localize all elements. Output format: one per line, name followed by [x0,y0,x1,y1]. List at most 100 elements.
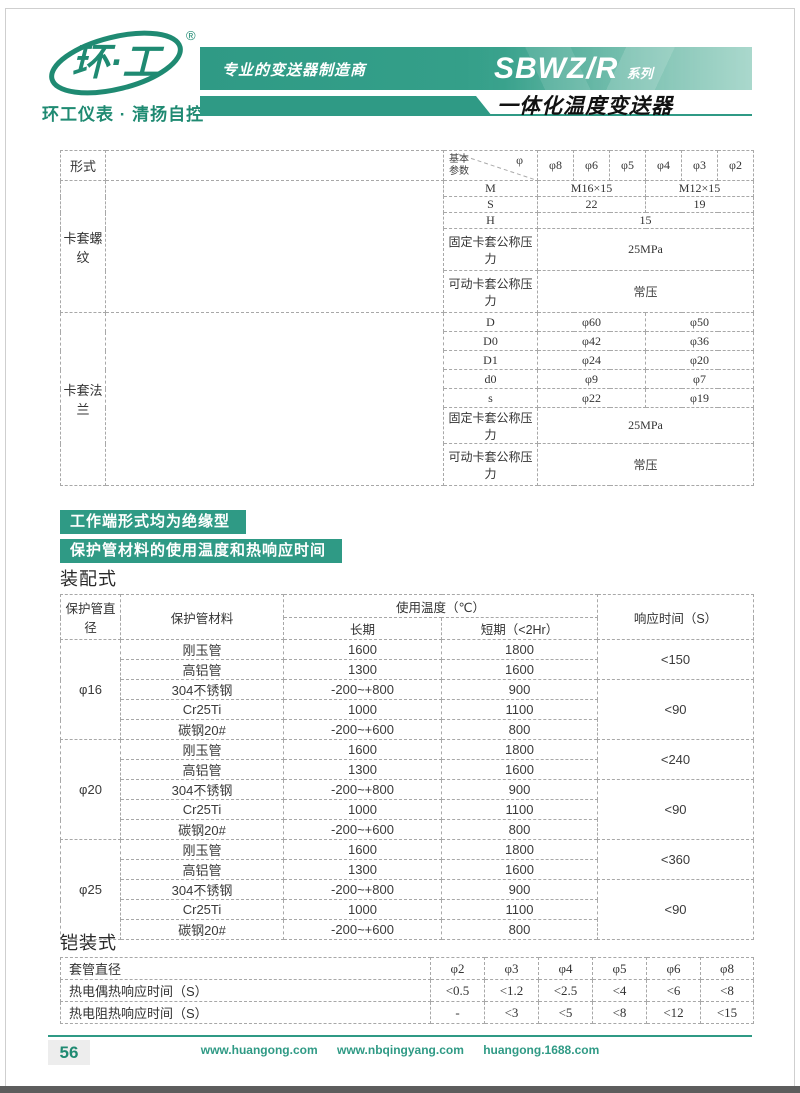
header-subbar [200,96,492,116]
header-underline [200,114,752,116]
value-cell: φ3 [484,957,539,980]
product-title: 一体化温度变送器 [497,95,673,118]
value-cell: φ2 [430,957,485,980]
param-label: 固定卡套公称压力 [443,407,538,444]
param-value: 常压 [537,270,754,313]
short-term-cell: 1800 [440,739,599,760]
logo-subtitle: 环工仪表 · 清扬自控 [42,105,205,124]
param-label: S [443,196,538,213]
table-row: 高铝管 1300 1600 [61,759,754,780]
long-term-cell: 1300 [283,759,442,780]
value-cell: <3 [484,1001,539,1024]
table-row: 热电偶热响应时间（S） <0.5 <1.2 <2.5 <4 <6 <8 [60,979,754,1002]
long-term-cell: -200~+800 [283,679,442,700]
logo-text: 环·工 [72,42,165,84]
value-cell: <8 [700,979,754,1002]
response-cell: <360 [597,839,755,880]
table-row: Cr25Ti 1000 1100 [61,899,754,920]
material-cell: 高铝管 [120,759,284,780]
param-value: φ36 [645,331,754,351]
param-label: 固定卡套公称压力 [443,228,538,271]
circuit-texture [448,47,752,90]
header-temperature: 使用温度（℃） [282,594,599,618]
table-row: Cr25Ti 1000 1100 [61,799,754,820]
table-row: 长期 短期（<2Hr） [61,617,754,640]
param-label: D1 [443,350,538,370]
material-cell: Cr25Ti [120,699,284,720]
value-cell: <8 [592,1001,647,1024]
long-term-cell: 1600 [283,739,442,760]
form-label: 形式 [60,150,106,181]
diameter-cell: φ16 [60,639,121,740]
material-cell: 304不锈钢 [120,879,284,900]
response-cell: <240 [597,739,755,780]
param-label: M [443,180,538,197]
header-diameter: 保护管直径 [60,594,121,640]
value-cell: <15 [700,1001,754,1024]
material-cell: Cr25Ti [120,899,284,920]
footer-url[interactable]: www.nbqingyang.com [336,1043,464,1057]
long-term-cell: 1000 [283,899,442,920]
spec-table: 形式 φ 基本参数 φ8 φ6 φ5 φ4 φ3 φ2 卡套螺纹 [60,150,754,486]
short-term-cell: 1800 [440,839,599,860]
param-label: s [443,388,538,408]
page-border [5,8,795,1086]
param-value: φ20 [645,350,754,370]
assembly-section-title: 装配式 [60,569,117,589]
footer-divider [48,1035,752,1037]
table-row: 可动卡套公称压力 常压 [61,443,754,486]
table-row: 304不锈钢 -200~+800 900 <90 [61,679,755,740]
long-term-cell: 1300 [283,659,442,680]
series-name: SBWZ/R [494,52,619,85]
param-label: H [443,212,538,229]
row-label: 套管直径 [60,957,431,980]
long-term-cell: 1300 [283,859,442,880]
param-label: D0 [443,331,538,351]
column-header: φ8 [537,150,574,181]
table-row: 304不锈钢 -200~+800 900 <90 [61,779,755,840]
value-cell: <1.2 [484,979,539,1002]
value-cell: - [430,1001,485,1024]
long-term-cell: -200~+600 [283,719,442,740]
value-cell: φ8 [700,957,754,980]
long-term-cell: -200~+600 [283,919,442,940]
series-title: SBWZ/R 系列 [494,52,653,86]
bottom-strip [0,1086,800,1093]
table-row: φ16 刚玉管 1600 1800 <150 [60,639,755,740]
spec-cell [105,150,444,181]
param-label: 可动卡套公称压力 [443,443,538,486]
param-value: φ7 [645,369,754,389]
short-term-cell: 1600 [440,659,599,680]
value-cell: <6 [646,979,701,1002]
material-cell: 刚玉管 [120,839,284,860]
registered-mark: ® [186,28,196,43]
footer-url[interactable]: www.huangong.com [200,1043,318,1057]
table-row: 套管直径 φ2 φ3 φ4 φ5 φ6 φ8 [60,957,754,980]
flange-drawing-cell: 卡套 板手S P D1 D [105,312,444,486]
short-term-cell: 1600 [440,759,599,780]
long-term-cell: 1600 [283,839,442,860]
param-label: D [443,312,538,332]
short-term-cell: 800 [440,719,599,740]
table-row: 形式 φ 基本参数 φ8 φ6 φ5 φ4 φ3 φ2 [60,150,754,181]
banner-protection-tube: 保护管材料的使用温度和热响应时间 [60,539,343,563]
response-cell: <150 [597,639,755,680]
value-cell: φ6 [646,957,701,980]
param-value: φ9 [537,369,646,389]
table-row: 碳钢20# -200~+600 800 [61,919,754,940]
long-term-cell: 1000 [283,799,442,820]
column-header: φ2 [717,150,754,181]
assembly-table: 保护管直径 保护管材料 使用温度（℃） 响应时间（S） 长期 短期（<2Hr） … [60,594,755,940]
banner-insulated-type: 工作端形式均为绝缘型 [60,510,247,534]
param-value: 常压 [537,443,754,486]
brand-logo: 环·工 ® [49,28,196,96]
param-value: φ22 [537,388,646,408]
header-long-term: 长期 [283,617,442,640]
response-cell: <90 [597,679,755,740]
footer-url[interactable]: huangong.1688.com [483,1043,600,1057]
diameter-cell: φ20 [60,739,121,840]
param-value: 22 [537,196,646,213]
material-cell: 304不锈钢 [120,779,284,800]
long-term-cell: 1600 [283,639,442,660]
param-value: 19 [645,196,754,213]
